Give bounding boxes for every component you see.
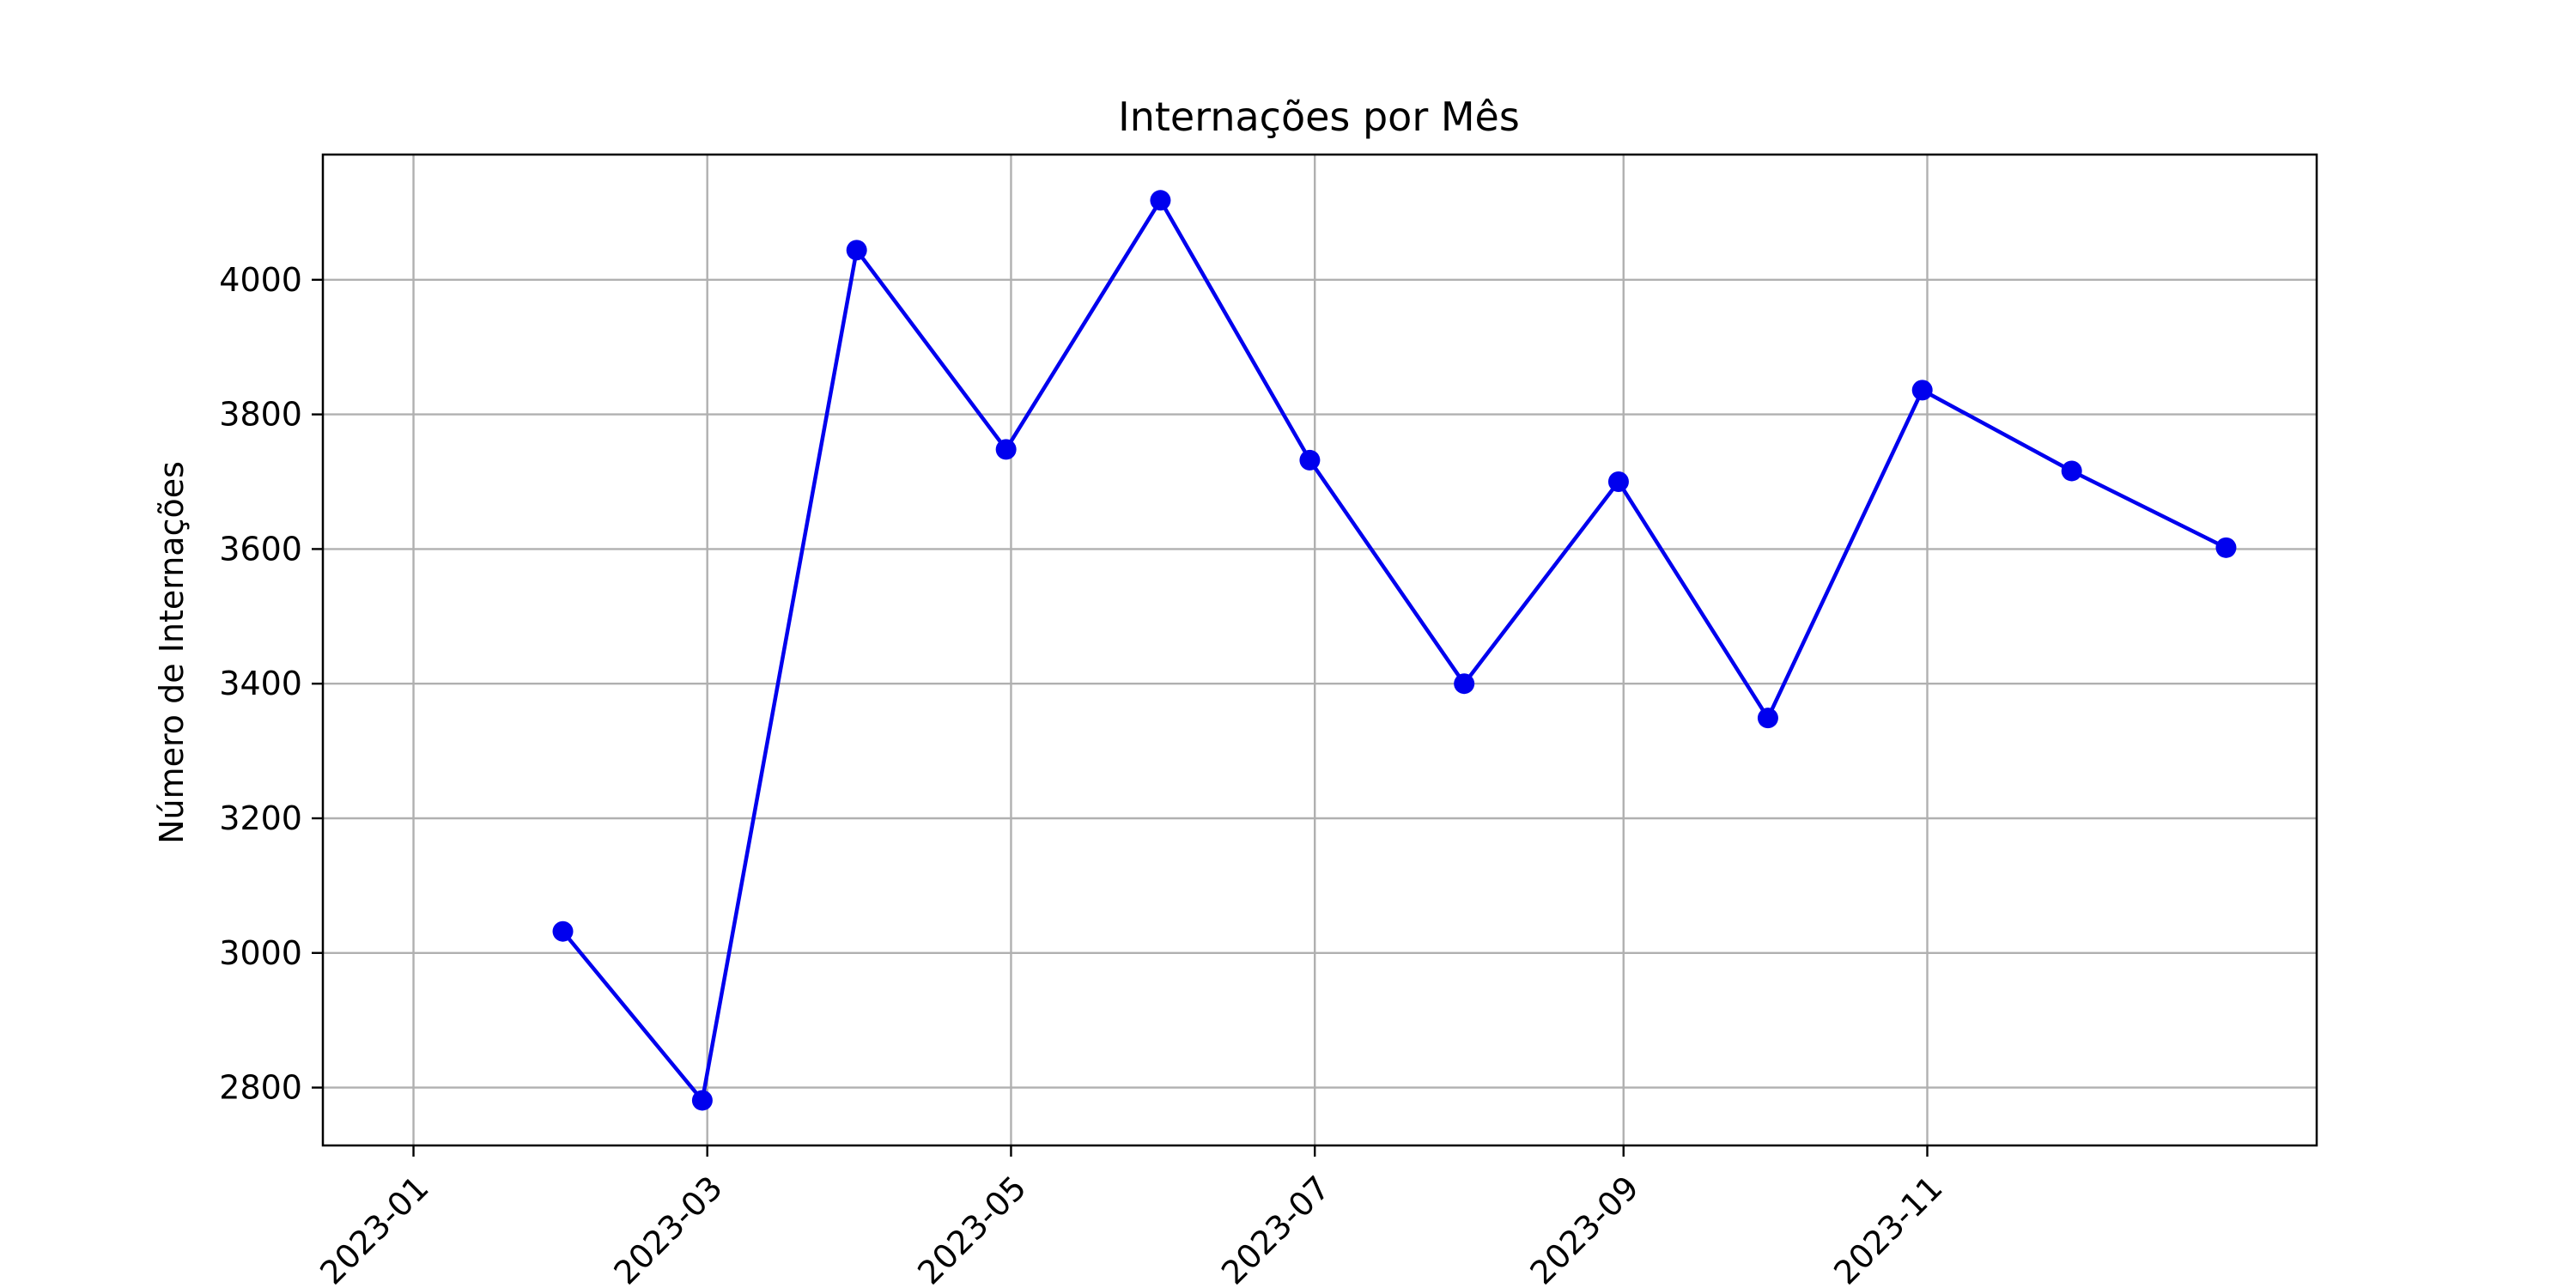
y-axis-label: Número de Internações [153,461,191,844]
data-point [1299,449,1321,471]
data-point [1150,190,1171,211]
data-point [691,1090,713,1111]
y-tick-label: 3600 [219,530,302,568]
y-tick-label: 3200 [219,799,302,837]
data-point [552,920,574,942]
data-point [1454,673,1475,695]
y-tick-label: 2800 [219,1069,302,1107]
y-tick-label: 3800 [219,396,302,434]
data-point [995,439,1017,460]
data-point [1911,380,1933,401]
series-line [561,198,2227,1103]
y-tick-label: 3400 [219,665,302,702]
chart-title: Internações por Mês [1118,94,1520,140]
data-point [846,240,867,261]
data-point [1607,471,1629,493]
data-point [2061,460,2082,482]
grid [323,155,2317,1145]
y-tick-label: 3000 [219,934,302,972]
y-tick-label: 4000 [219,261,302,299]
data-point [1757,708,1778,729]
data-point [2215,537,2237,558]
plot-frame [321,153,2318,1147]
series-layer [552,190,2237,1111]
